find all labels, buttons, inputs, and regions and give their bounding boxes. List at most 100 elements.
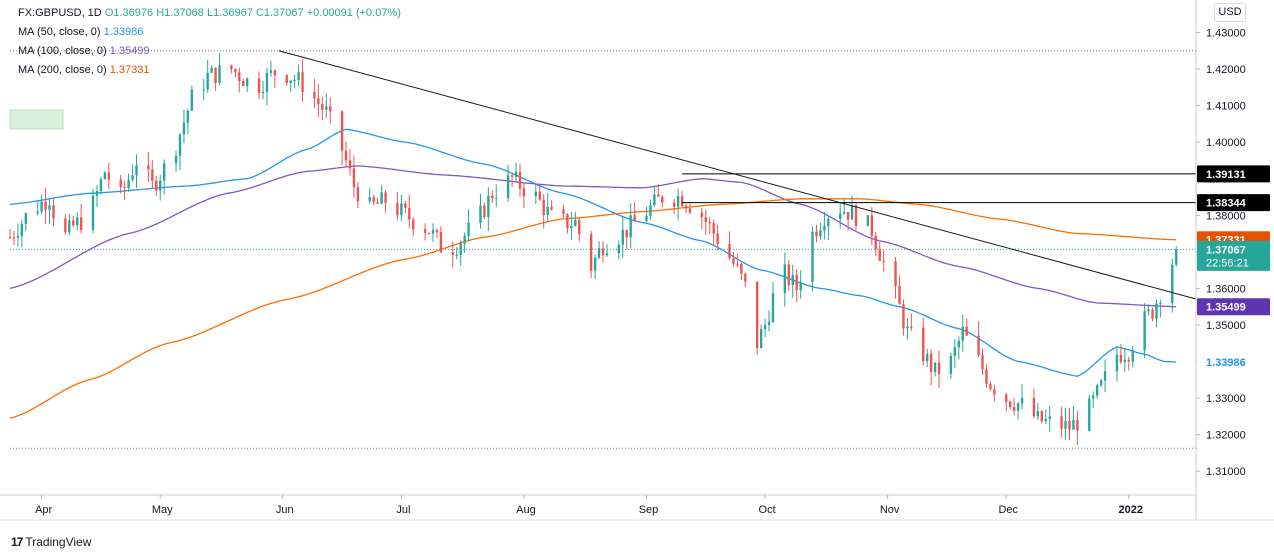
candle-body	[870, 215, 874, 236]
candle-body	[763, 325, 767, 330]
candle-body	[246, 78, 249, 87]
candle-body	[1127, 359, 1130, 362]
resistance-price-label: 1.39131	[1206, 169, 1246, 181]
candle-body	[8, 237, 12, 239]
legend-symbol-row: FX:GBPUSD, 1D O1.36976 H1.37068 L1.36967…	[18, 4, 401, 23]
candle-body	[902, 304, 905, 329]
candle-body	[404, 203, 407, 209]
candle-body	[878, 249, 881, 261]
candle-body	[186, 110, 190, 123]
candle-body	[795, 274, 798, 291]
legend-ma200-row[interactable]: MA (200, close, 0) 1.37331	[18, 61, 401, 80]
price-tick-label: 1.40000	[1206, 137, 1246, 149]
candle-body	[376, 202, 379, 204]
candle-body	[1159, 302, 1162, 304]
candle-body	[103, 172, 107, 179]
candle-body	[202, 89, 205, 91]
candle-body	[76, 217, 79, 226]
candle-body	[91, 195, 95, 230]
candle-body	[1040, 411, 1044, 422]
candle-body	[178, 134, 182, 156]
candle-body	[467, 222, 470, 236]
candlesticks	[8, 53, 1178, 446]
moving-average-lines	[9, 128, 1177, 419]
candle-body	[514, 171, 518, 177]
candle-body	[107, 172, 111, 180]
candle-body	[550, 206, 553, 210]
last-price-bg	[1197, 240, 1270, 271]
time-tick-label: May	[152, 504, 173, 516]
candle-body	[95, 191, 99, 196]
tradingview-logo-icon: 17	[11, 535, 23, 549]
candle-body	[380, 192, 383, 204]
legend-ma50-row[interactable]: MA (50, close, 0) 1.33986	[18, 23, 401, 42]
candle-body	[344, 150, 348, 161]
legend-ma100-value: 1.35499	[109, 45, 150, 57]
candle-body	[827, 218, 830, 227]
candle-body	[1088, 398, 1091, 431]
candle-body	[1036, 411, 1040, 417]
candle-body	[882, 260, 885, 262]
candle-body	[321, 104, 324, 110]
price-tick-label: 1.43000	[1206, 27, 1246, 39]
time-tick-label: Oct	[759, 504, 776, 516]
candle-body	[1131, 350, 1134, 362]
candle-body	[684, 205, 688, 209]
tradingview-logo[interactable]: 17 TradingView	[11, 535, 91, 549]
candle-body	[20, 223, 24, 237]
currency-button[interactable]: USD	[1214, 3, 1246, 22]
price-tick-label: 1.42000	[1206, 64, 1246, 76]
candle-body	[704, 217, 707, 222]
candle-body	[823, 226, 826, 231]
time-tick-label: Jun	[276, 504, 294, 516]
candle-body	[510, 175, 514, 177]
candle-body	[1032, 397, 1036, 417]
price-tick-label: 1.36000	[1206, 283, 1246, 295]
legend-ma100-row[interactable]: MA (100, close, 0) 1.35499	[18, 42, 401, 61]
candle-body	[439, 232, 443, 253]
candle-body	[372, 197, 375, 203]
time-tick-label: Apr	[35, 504, 52, 516]
candle-body	[744, 273, 747, 282]
candle-body	[649, 205, 652, 216]
ma-line	[9, 128, 1177, 377]
candle-body	[929, 353, 933, 372]
candle-body	[898, 285, 901, 305]
tradingview-brand: TradingView	[25, 535, 92, 549]
candle-body	[1012, 407, 1016, 411]
candle-body	[79, 217, 83, 230]
candle-body	[24, 213, 27, 224]
candle-body	[716, 233, 719, 245]
candle-body	[234, 69, 237, 73]
candle-body	[44, 201, 47, 210]
candle-body	[625, 229, 628, 238]
candle-body	[487, 195, 490, 218]
candle-body	[52, 205, 55, 219]
legend-symbol[interactable]: FX:GBPUSD, 1D	[18, 7, 102, 19]
candle-body	[1151, 309, 1154, 319]
ma-price-label-bg	[1197, 353, 1270, 371]
candle-body	[617, 244, 620, 254]
candle-body	[1175, 249, 1178, 265]
candle-body	[431, 230, 435, 234]
candle-body	[135, 165, 138, 176]
candle-body	[325, 106, 328, 110]
candle-body	[451, 252, 454, 256]
candle-body	[1095, 385, 1099, 396]
candle-body	[593, 257, 597, 271]
candle-body	[755, 281, 759, 348]
time-axis[interactable]: Apr May Jun Jul Aug Sep Oct Nov Dec 2022	[0, 494, 1274, 521]
candle-body	[874, 235, 877, 250]
legend-ma50-value: 1.33986	[103, 26, 144, 38]
candle-body	[459, 243, 462, 255]
candle-body	[759, 329, 763, 348]
candle-body	[273, 70, 277, 76]
candle-body	[123, 186, 126, 188]
candle-body	[546, 206, 549, 216]
candle-body	[1068, 420, 1071, 430]
candle-body	[329, 106, 332, 112]
candle-body	[162, 163, 166, 181]
ma-line	[9, 198, 1177, 419]
candle-body	[910, 326, 913, 328]
